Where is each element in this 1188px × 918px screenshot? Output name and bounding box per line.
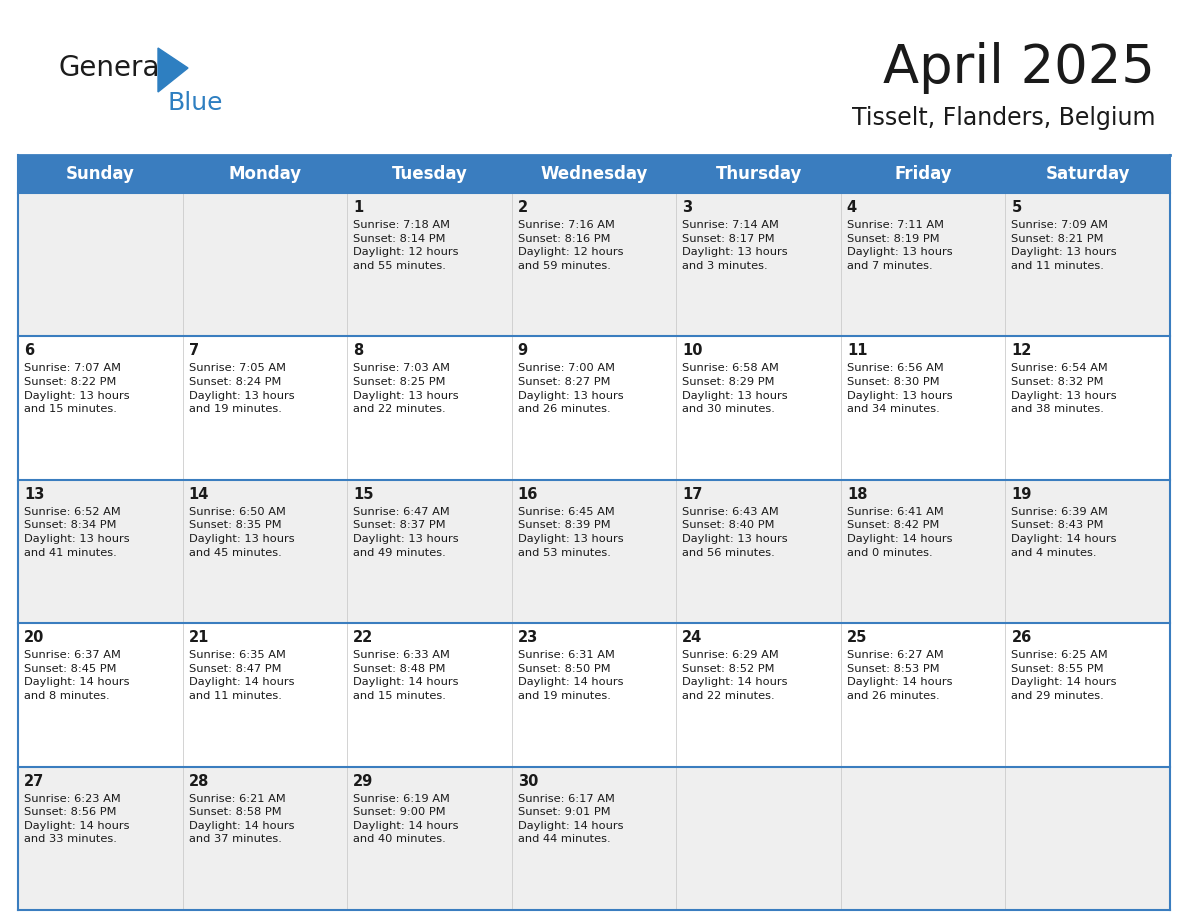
Text: Sunrise: 7:00 AM
Sunset: 8:27 PM
Daylight: 13 hours
and 26 minutes.: Sunrise: 7:00 AM Sunset: 8:27 PM Dayligh…	[518, 364, 624, 414]
Text: Sunrise: 6:45 AM
Sunset: 8:39 PM
Daylight: 13 hours
and 53 minutes.: Sunrise: 6:45 AM Sunset: 8:39 PM Dayligh…	[518, 507, 624, 557]
Bar	[841, 155, 1005, 193]
Text: Sunrise: 7:03 AM
Sunset: 8:25 PM
Daylight: 13 hours
and 22 minutes.: Sunrise: 7:03 AM Sunset: 8:25 PM Dayligh…	[353, 364, 459, 414]
Text: 13: 13	[24, 487, 44, 502]
Text: Sunrise: 6:52 AM
Sunset: 8:34 PM
Daylight: 13 hours
and 41 minutes.: Sunrise: 6:52 AM Sunset: 8:34 PM Dayligh…	[24, 507, 129, 557]
Polygon shape	[158, 48, 188, 92]
Text: Sunrise: 6:50 AM
Sunset: 8:35 PM
Daylight: 13 hours
and 45 minutes.: Sunrise: 6:50 AM Sunset: 8:35 PM Dayligh…	[189, 507, 295, 557]
Text: 17: 17	[682, 487, 702, 502]
Bar	[18, 767, 1170, 910]
Bar	[1005, 155, 1170, 193]
Text: Sunrise: 6:17 AM
Sunset: 9:01 PM
Daylight: 14 hours
and 44 minutes.: Sunrise: 6:17 AM Sunset: 9:01 PM Dayligh…	[518, 793, 624, 845]
Text: 16: 16	[518, 487, 538, 502]
Text: 11: 11	[847, 343, 867, 358]
Text: Sunrise: 7:09 AM
Sunset: 8:21 PM
Daylight: 13 hours
and 11 minutes.: Sunrise: 7:09 AM Sunset: 8:21 PM Dayligh…	[1011, 220, 1117, 271]
Text: 7: 7	[189, 343, 198, 358]
Text: Saturday: Saturday	[1045, 165, 1130, 183]
Text: 23: 23	[518, 630, 538, 645]
Text: General: General	[58, 54, 168, 82]
Text: 6: 6	[24, 343, 34, 358]
Text: 24: 24	[682, 630, 702, 645]
Text: 15: 15	[353, 487, 374, 502]
Text: Sunrise: 6:39 AM
Sunset: 8:43 PM
Daylight: 14 hours
and 4 minutes.: Sunrise: 6:39 AM Sunset: 8:43 PM Dayligh…	[1011, 507, 1117, 557]
Text: 18: 18	[847, 487, 867, 502]
Text: Sunrise: 7:05 AM
Sunset: 8:24 PM
Daylight: 13 hours
and 19 minutes.: Sunrise: 7:05 AM Sunset: 8:24 PM Dayligh…	[189, 364, 295, 414]
Text: Sunrise: 6:19 AM
Sunset: 9:00 PM
Daylight: 14 hours
and 40 minutes.: Sunrise: 6:19 AM Sunset: 9:00 PM Dayligh…	[353, 793, 459, 845]
Text: April 2025: April 2025	[883, 42, 1155, 94]
Bar	[512, 155, 676, 193]
Text: Tuesday: Tuesday	[392, 165, 467, 183]
Text: 4: 4	[847, 200, 857, 215]
Text: 26: 26	[1011, 630, 1031, 645]
Bar	[18, 623, 1170, 767]
Text: Sunrise: 6:58 AM
Sunset: 8:29 PM
Daylight: 13 hours
and 30 minutes.: Sunrise: 6:58 AM Sunset: 8:29 PM Dayligh…	[682, 364, 788, 414]
Text: 9: 9	[518, 343, 527, 358]
Text: Sunrise: 6:41 AM
Sunset: 8:42 PM
Daylight: 14 hours
and 0 minutes.: Sunrise: 6:41 AM Sunset: 8:42 PM Dayligh…	[847, 507, 953, 557]
Bar	[18, 336, 1170, 480]
Text: Sunrise: 6:54 AM
Sunset: 8:32 PM
Daylight: 13 hours
and 38 minutes.: Sunrise: 6:54 AM Sunset: 8:32 PM Dayligh…	[1011, 364, 1117, 414]
Text: Sunrise: 6:25 AM
Sunset: 8:55 PM
Daylight: 14 hours
and 29 minutes.: Sunrise: 6:25 AM Sunset: 8:55 PM Dayligh…	[1011, 650, 1117, 701]
Bar	[676, 155, 841, 193]
Text: Sunrise: 6:33 AM
Sunset: 8:48 PM
Daylight: 14 hours
and 15 minutes.: Sunrise: 6:33 AM Sunset: 8:48 PM Dayligh…	[353, 650, 459, 701]
Bar	[18, 193, 1170, 336]
Text: Sunrise: 6:37 AM
Sunset: 8:45 PM
Daylight: 14 hours
and 8 minutes.: Sunrise: 6:37 AM Sunset: 8:45 PM Dayligh…	[24, 650, 129, 701]
Text: 21: 21	[189, 630, 209, 645]
Text: 19: 19	[1011, 487, 1032, 502]
Text: Sunday: Sunday	[65, 165, 134, 183]
Text: Sunrise: 7:14 AM
Sunset: 8:17 PM
Daylight: 13 hours
and 3 minutes.: Sunrise: 7:14 AM Sunset: 8:17 PM Dayligh…	[682, 220, 788, 271]
Text: Sunrise: 6:43 AM
Sunset: 8:40 PM
Daylight: 13 hours
and 56 minutes.: Sunrise: 6:43 AM Sunset: 8:40 PM Dayligh…	[682, 507, 788, 557]
Text: 8: 8	[353, 343, 364, 358]
Text: Friday: Friday	[895, 165, 952, 183]
Text: 30: 30	[518, 774, 538, 789]
Text: Blue: Blue	[168, 91, 223, 115]
Bar	[18, 155, 183, 193]
Text: Sunrise: 6:31 AM
Sunset: 8:50 PM
Daylight: 14 hours
and 19 minutes.: Sunrise: 6:31 AM Sunset: 8:50 PM Dayligh…	[518, 650, 624, 701]
Text: Monday: Monday	[228, 165, 302, 183]
Text: Sunrise: 6:47 AM
Sunset: 8:37 PM
Daylight: 13 hours
and 49 minutes.: Sunrise: 6:47 AM Sunset: 8:37 PM Dayligh…	[353, 507, 459, 557]
Text: 5: 5	[1011, 200, 1022, 215]
Text: 3: 3	[682, 200, 693, 215]
Text: Sunrise: 6:56 AM
Sunset: 8:30 PM
Daylight: 13 hours
and 34 minutes.: Sunrise: 6:56 AM Sunset: 8:30 PM Dayligh…	[847, 364, 953, 414]
Text: 10: 10	[682, 343, 703, 358]
Text: Sunrise: 6:23 AM
Sunset: 8:56 PM
Daylight: 14 hours
and 33 minutes.: Sunrise: 6:23 AM Sunset: 8:56 PM Dayligh…	[24, 793, 129, 845]
Text: 28: 28	[189, 774, 209, 789]
Text: 25: 25	[847, 630, 867, 645]
Text: 22: 22	[353, 630, 373, 645]
Bar	[347, 155, 512, 193]
Text: Tisselt, Flanders, Belgium: Tisselt, Flanders, Belgium	[852, 106, 1155, 130]
Bar	[183, 155, 347, 193]
Text: Sunrise: 6:27 AM
Sunset: 8:53 PM
Daylight: 14 hours
and 26 minutes.: Sunrise: 6:27 AM Sunset: 8:53 PM Dayligh…	[847, 650, 953, 701]
Text: Sunrise: 7:07 AM
Sunset: 8:22 PM
Daylight: 13 hours
and 15 minutes.: Sunrise: 7:07 AM Sunset: 8:22 PM Dayligh…	[24, 364, 129, 414]
Text: 27: 27	[24, 774, 44, 789]
Text: 20: 20	[24, 630, 44, 645]
Text: Sunrise: 7:11 AM
Sunset: 8:19 PM
Daylight: 13 hours
and 7 minutes.: Sunrise: 7:11 AM Sunset: 8:19 PM Dayligh…	[847, 220, 953, 271]
Text: Wednesday: Wednesday	[541, 165, 647, 183]
Text: 2: 2	[518, 200, 527, 215]
Text: Sunrise: 7:16 AM
Sunset: 8:16 PM
Daylight: 12 hours
and 59 minutes.: Sunrise: 7:16 AM Sunset: 8:16 PM Dayligh…	[518, 220, 624, 271]
Text: Sunrise: 6:35 AM
Sunset: 8:47 PM
Daylight: 14 hours
and 11 minutes.: Sunrise: 6:35 AM Sunset: 8:47 PM Dayligh…	[189, 650, 295, 701]
Text: Thursday: Thursday	[715, 165, 802, 183]
Text: Sunrise: 7:18 AM
Sunset: 8:14 PM
Daylight: 12 hours
and 55 minutes.: Sunrise: 7:18 AM Sunset: 8:14 PM Dayligh…	[353, 220, 459, 271]
Text: 14: 14	[189, 487, 209, 502]
Text: 29: 29	[353, 774, 373, 789]
Text: Sunrise: 6:21 AM
Sunset: 8:58 PM
Daylight: 14 hours
and 37 minutes.: Sunrise: 6:21 AM Sunset: 8:58 PM Dayligh…	[189, 793, 295, 845]
Text: Sunrise: 6:29 AM
Sunset: 8:52 PM
Daylight: 14 hours
and 22 minutes.: Sunrise: 6:29 AM Sunset: 8:52 PM Dayligh…	[682, 650, 788, 701]
Text: 12: 12	[1011, 343, 1032, 358]
Bar	[18, 480, 1170, 623]
Text: 1: 1	[353, 200, 364, 215]
